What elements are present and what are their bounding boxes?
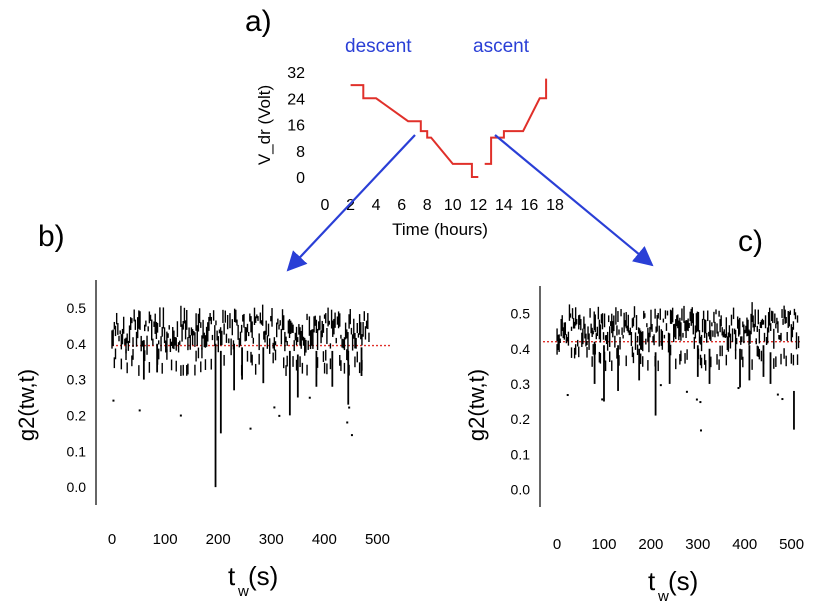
- xtick-label: 0: [553, 536, 561, 553]
- panel-b-xlabel: t w (s): [228, 561, 278, 600]
- panel-b: b) g2(tw,t) 0.5 0.4 0.3 0.2 0.1 0.0 0 100 200 300…: [14, 220, 390, 600]
- panel-a-xtick-label: 18: [546, 197, 564, 214]
- xtick-label: 200: [206, 531, 231, 548]
- panel-b-ylabel-text: g2(tw,t): [14, 369, 39, 441]
- panel-b-axes: 0.5 0.4 0.3 0.2 0.1 0.0 0 100 200 300 400 500: [67, 280, 390, 548]
- outlier-point: [695, 398, 698, 401]
- outlier-point: [179, 414, 182, 417]
- ytick-label: 0.4: [511, 341, 531, 357]
- panel-c-ylabel-text: g2(tw,t): [464, 369, 489, 441]
- xtick-label: 200: [638, 536, 663, 553]
- panel-b-xlabel-unit: (s): [248, 561, 278, 591]
- panel-a-ytick-label: 24: [287, 91, 305, 108]
- panel-a-label: a): [245, 5, 272, 38]
- outlier-point: [685, 390, 688, 393]
- outlier-point: [273, 406, 276, 409]
- panel-c-points: [556, 302, 800, 432]
- ytick-label: 0.5: [67, 300, 87, 316]
- panel-a-steps: [350, 78, 548, 178]
- outlier-point: [601, 398, 604, 401]
- panel-a-ytick-label: 8: [296, 144, 305, 161]
- xtick-label: 500: [779, 536, 804, 553]
- panel-c-xlabel: t w (s): [648, 566, 698, 605]
- outlier-point: [350, 434, 353, 437]
- panel-b-ylabel: g2(tw,t): [14, 369, 39, 441]
- panel-a-ylabel: V_dr (Volt): [255, 85, 274, 165]
- panel-a-xtick-label: 4: [372, 197, 381, 214]
- panel-a-xlabel: Time (hours): [392, 220, 488, 239]
- ytick-label: 0.4: [67, 336, 87, 352]
- panel-c-label: c): [738, 225, 763, 258]
- xtick-label: 500: [365, 531, 390, 548]
- panel-a-yticks: 32 24 16 8 0: [287, 65, 305, 187]
- panel-a-xtick-label: 14: [495, 197, 513, 214]
- ytick-label: 0.5: [511, 306, 531, 322]
- panel-a-ytick-label: 16: [287, 118, 305, 135]
- panel-a-xtick-label: 16: [521, 197, 539, 214]
- outlier-point: [112, 399, 115, 402]
- ytick-label: 0.2: [511, 411, 531, 427]
- panel-a-ytick-label: 0: [296, 170, 305, 187]
- outlier-point: [249, 427, 252, 430]
- outlier-point: [566, 394, 569, 397]
- panel-a-xtick-label: 2: [346, 197, 355, 214]
- xtick-label: 100: [591, 536, 616, 553]
- outlier-point: [699, 401, 702, 404]
- outlier-point: [346, 421, 349, 424]
- ytick-label: 0.1: [511, 446, 531, 462]
- arrow-to-b: [286, 134, 416, 272]
- outlier-point: [776, 393, 779, 396]
- ytick-label: 0.3: [511, 376, 531, 392]
- outlier-point: [737, 387, 740, 390]
- panel-a: a) descent ascent V_dr (Volt) Time (hour…: [245, 5, 654, 272]
- panel-a-xtick-label: 10: [444, 197, 462, 214]
- ytick-label: 0.2: [67, 407, 87, 423]
- panel-c-ylabel: g2(tw,t): [464, 369, 489, 441]
- panel-c-xlabel-unit: (s): [668, 566, 698, 596]
- xtick-label: 400: [732, 536, 757, 553]
- panel-c-xlabel-sub: w: [657, 588, 669, 605]
- xtick-label: 300: [259, 531, 284, 548]
- series-ascent: [484, 78, 548, 165]
- panel-c-axes: 0.5 0.4 0.3 0.2 0.1 0.0 0 100 200 300 400 500: [511, 286, 804, 553]
- panel-b-xlabel-sub: w: [237, 583, 249, 600]
- ytick-label: 0.1: [67, 443, 87, 459]
- panel-a-xtick-label: 0: [321, 197, 330, 214]
- panel-a-xtick-label: 12: [469, 197, 487, 214]
- xtick-label: 100: [153, 531, 178, 548]
- outlier-point: [348, 406, 351, 409]
- arrow-to-c: [494, 134, 654, 267]
- outlier-point: [699, 429, 702, 432]
- ytick-label: 0.3: [67, 372, 87, 388]
- series-descent: [350, 84, 479, 178]
- panel-c: c) g2(tw,t) 0.5 0.4 0.3 0.2 0.1 0.0 0 100 200 300…: [464, 225, 804, 605]
- outlier-point: [278, 414, 281, 417]
- panel-c-xlabel-main: t: [648, 566, 656, 596]
- panel-b-points: [111, 304, 370, 488]
- panel-b-label: b): [38, 220, 65, 253]
- ytick-label: 0.0: [511, 481, 531, 497]
- panel-a-xtick-label: 6: [397, 197, 406, 214]
- legend-ascent: ascent: [473, 36, 530, 57]
- xtick-label: 0: [108, 531, 116, 548]
- outlier-point: [659, 384, 662, 387]
- panel-a-xticks: 0 2 4 6 8 10 12 14 16 18: [321, 197, 564, 214]
- outlier-point: [138, 409, 141, 412]
- xtick-label: 300: [685, 536, 710, 553]
- outlier-point: [781, 398, 784, 401]
- panel-b-xlabel-main: t: [228, 561, 236, 591]
- panel-a-xtick-label: 8: [423, 197, 432, 214]
- ytick-label: 0.0: [67, 479, 87, 495]
- outlier-point: [308, 396, 311, 399]
- panel-a-ytick-label: 32: [287, 65, 305, 82]
- legend-descent: descent: [345, 36, 412, 57]
- xtick-label: 400: [312, 531, 337, 548]
